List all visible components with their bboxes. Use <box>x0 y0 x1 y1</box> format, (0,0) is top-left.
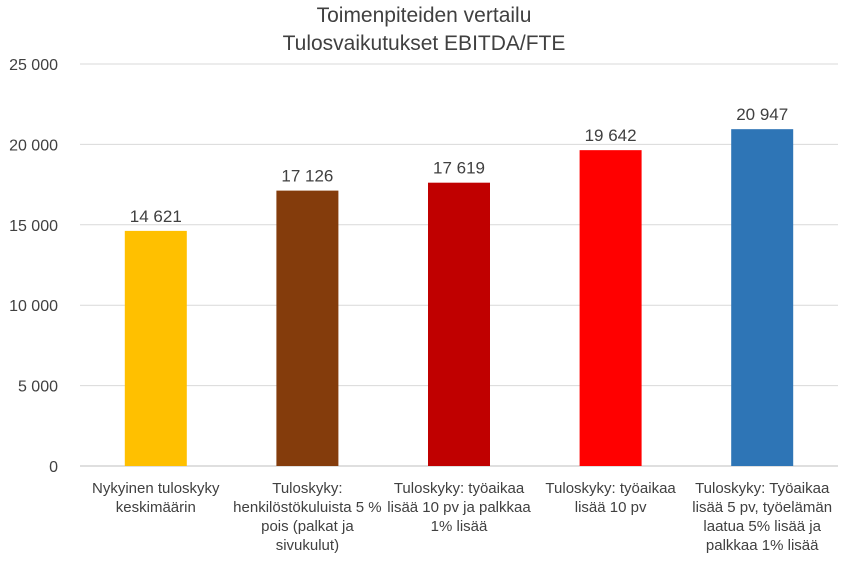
y-tick-label: 10 000 <box>9 298 58 315</box>
x-tick-label-line: Tuloskyky: työaikaa <box>545 480 676 497</box>
data-label: 17 126 <box>281 167 333 186</box>
bar <box>731 129 794 466</box>
x-tick-label-line: Tuloskyky: työaikaa <box>393 480 525 497</box>
data-label: 20 947 <box>736 105 788 124</box>
chart-title: Toimenpiteiden vertailu <box>316 4 532 27</box>
x-tick-label: Nykyinen tuloskyky keskimäärin <box>81 479 231 517</box>
x-tick-label: Tuloskyky: työaikaa lisää 10 pv ja palkka… <box>384 479 534 536</box>
y-tick-label: 20 000 <box>9 137 58 154</box>
data-label: 19 642 <box>585 126 637 145</box>
y-tick-label: 25 000 <box>9 57 58 74</box>
x-tick-label: Tuloskyky: työaikaa lisää 10 pv <box>536 479 686 517</box>
x-tick-label-line: keskimäärin <box>115 499 196 516</box>
y-tick-label: 15 000 <box>9 218 58 235</box>
x-tick-label-line: Tuloskyky: <box>272 480 343 497</box>
x-tick-label-line: lisää 5 pv, työelämän <box>692 499 833 516</box>
x-tick-label-line: lisää 10 pv <box>574 499 647 516</box>
x-tick-label-line: pois (palkat ja <box>261 518 354 535</box>
bar <box>428 182 490 467</box>
x-tick-label-line: Tuloskyky: Työaikaa <box>695 480 830 497</box>
x-tick-label-line: lisää 10 pv ja palkkaa <box>387 499 531 516</box>
bar <box>276 190 339 466</box>
x-tick-label-line: 1% lisää <box>430 518 488 535</box>
data-label: 17 619 <box>433 159 485 178</box>
chart-subtitle: Tulosvaikutukset EBITDA/FTE <box>282 32 566 55</box>
y-tick-label: 5 000 <box>18 379 58 396</box>
data-label: 14 621 <box>130 207 182 226</box>
x-tick-label: Tuloskyky: henkilöstökuluista 5 % pois (pa… <box>232 479 382 555</box>
x-tick-label-line: Nykyinen tuloskyky <box>92 480 220 497</box>
x-tick-label: Tuloskyky: Työaikaa lisää 5 pv, työelämän… <box>687 479 837 555</box>
bar <box>124 230 187 466</box>
x-tick-label-line: laatua 5% lisää ja <box>703 518 821 535</box>
y-tick-label: 0 <box>49 459 58 476</box>
bar <box>579 150 642 466</box>
x-tick-label-line: palkkaa 1% lisää <box>705 537 819 554</box>
x-tick-label-line: sivukulut) <box>275 537 340 554</box>
x-tick-label-line: henkilöstökuluista 5 % <box>233 499 382 516</box>
